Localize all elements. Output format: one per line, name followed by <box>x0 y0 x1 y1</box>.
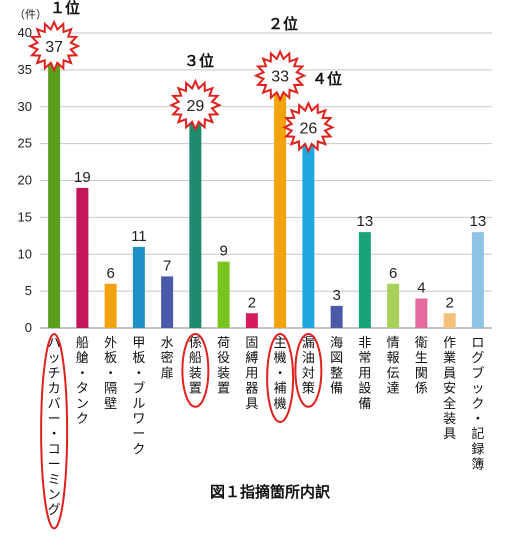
highlight-value-label: 29 <box>186 98 204 115</box>
highlight-value-label: 33 <box>271 69 289 86</box>
y-unit-label: （件） <box>14 8 47 21</box>
value-label: 6 <box>106 265 114 282</box>
bar <box>161 276 174 328</box>
bar <box>387 283 400 328</box>
starburst-badge <box>27 19 81 73</box>
highlight-value-label: 37 <box>45 39 63 56</box>
category-label: 作業員安全装具 <box>443 336 456 442</box>
category-label: 主機・補機 <box>274 336 287 412</box>
bar <box>471 232 484 328</box>
value-label: 13 <box>470 213 487 230</box>
bar <box>302 136 315 328</box>
highlight-ellipse <box>266 333 295 423</box>
rank-label: １位 <box>50 0 80 17</box>
y-tick-label: 20 <box>18 173 32 188</box>
category-label: 係船装置 <box>189 336 202 397</box>
value-label: 2 <box>248 294 256 311</box>
y-tick-label: 5 <box>25 283 32 298</box>
y-tick-label: 15 <box>18 209 32 224</box>
value-label: 6 <box>389 265 397 282</box>
y-tick-label: 40 <box>18 25 32 40</box>
category-label: 衛生関係 <box>415 336 428 397</box>
starburst-badge <box>253 49 307 103</box>
bar <box>189 114 202 328</box>
y-tick-label: 35 <box>18 62 32 77</box>
rank-label: ２位 <box>268 15 298 33</box>
category-label: 情報伝達 <box>387 336 400 397</box>
rank-label: ４位 <box>312 70 342 88</box>
value-label: 19 <box>74 169 91 186</box>
bar <box>104 283 117 328</box>
y-tick-label: 25 <box>18 136 32 151</box>
value-label: 4 <box>417 280 425 297</box>
bar <box>132 246 145 328</box>
category-label: 荷役装置 <box>217 336 230 397</box>
highlight-ellipse <box>40 333 69 530</box>
value-label: 9 <box>219 243 227 260</box>
chart-title: 図１指摘箇所内訳 <box>210 483 331 501</box>
highlight-value-label: 26 <box>299 120 317 137</box>
category-label: 海図整備 <box>330 336 343 397</box>
category-label: ログブック・記録簿 <box>471 336 484 473</box>
y-axis-ticks: 0 5 10 15 20 25 30 35 40 <box>18 25 32 335</box>
bar <box>245 313 258 328</box>
category-label: ハッチカバー・コーミング <box>48 336 61 518</box>
y-tick-label: 0 <box>25 320 32 335</box>
y-tick-label: 30 <box>18 99 32 114</box>
bar <box>443 313 456 328</box>
bar <box>48 55 61 328</box>
category-labels: ハッチカバー・コーミング 船艙・タンク 外板・隔壁 甲板・ブルワーク 水密扉 係船装置 荷役… <box>48 335 485 518</box>
starburst-badge <box>168 78 222 132</box>
value-label: 2 <box>445 294 453 311</box>
value-labels: 19 6 11 7 9 2 3 13 6 4 2 13 <box>74 169 486 311</box>
starburst-badge <box>282 100 335 154</box>
category-label: 水密扉 <box>161 336 174 381</box>
y-tick-label: 10 <box>18 246 32 261</box>
value-label: 3 <box>332 287 340 304</box>
rank-label: ３位 <box>184 52 214 70</box>
category-label: 非常用設備 <box>358 336 371 412</box>
category-label: 漏油対策 <box>302 335 315 397</box>
bar <box>415 298 428 328</box>
category-label: 船艙・タンク <box>76 336 89 427</box>
highlight-ellipse <box>181 333 210 408</box>
bar <box>274 84 287 328</box>
value-label: 11 <box>131 228 147 245</box>
highlight-ellipse <box>294 333 323 408</box>
bar <box>76 187 89 328</box>
bars <box>48 55 484 328</box>
bar <box>358 232 371 328</box>
value-label: 7 <box>163 257 171 274</box>
category-label: 外板・隔壁 <box>104 336 117 412</box>
category-label: 固縛用器具 <box>245 336 258 412</box>
value-label: 13 <box>357 213 374 230</box>
bar <box>330 305 343 328</box>
bar <box>217 261 230 328</box>
category-label: 甲板・ブルワーク <box>132 336 145 457</box>
